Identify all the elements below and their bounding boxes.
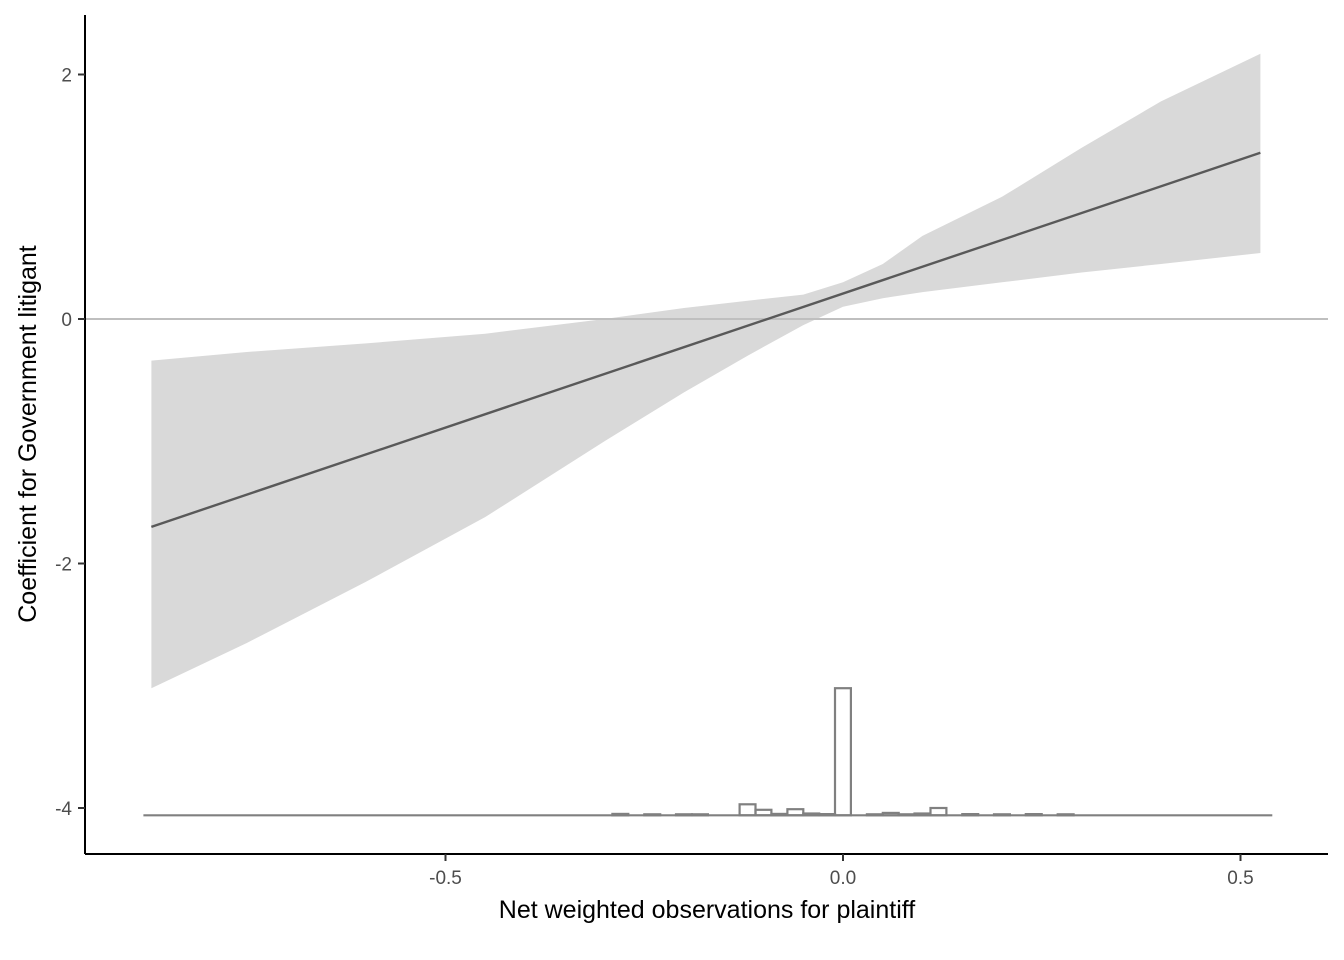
confidence-band-layer: [151, 53, 1261, 689]
y-tick-label: -4: [55, 799, 72, 820]
y-axis-title: Coefficient for Government litigant: [14, 245, 42, 623]
histogram-bar: [738, 803, 757, 817]
regression-line: [150, 151, 1261, 528]
x-axis-title: Net weighted observations for plaintiff: [499, 896, 915, 924]
y-tick-label: 2: [61, 66, 72, 87]
y-tick-label: -2: [55, 555, 72, 576]
regression-line-layer: [150, 151, 1261, 528]
histogram-layer: [143, 687, 1273, 817]
histogram-bar: [833, 687, 852, 817]
histogram-bar: [929, 806, 948, 817]
x-tick-label: 0.5: [1227, 868, 1253, 889]
y-tick-label: 0: [61, 310, 72, 331]
axes-layer: [84, 15, 1328, 855]
x-tick-label: 0.0: [830, 868, 856, 889]
confidence-band: [151, 53, 1261, 689]
x-tick-label: -0.5: [429, 868, 462, 889]
tick-layer: -0.5 0.0 0.5 2 0 -2 -4: [55, 66, 1254, 890]
